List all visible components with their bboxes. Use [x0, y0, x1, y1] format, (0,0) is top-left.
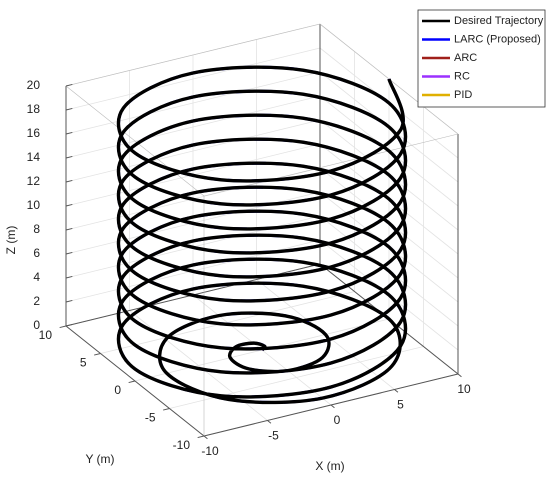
z-tick-label: 6 — [33, 246, 40, 260]
legend-label: LARC (Proposed) — [454, 33, 541, 45]
box-edge — [65, 23, 321, 87]
z-tick-label: 4 — [33, 270, 40, 284]
tick-mark — [65, 227, 73, 231]
x-tick-label: -10 — [201, 444, 219, 458]
tick-mark — [163, 408, 170, 411]
tick-mark — [394, 389, 399, 393]
tick-mark — [65, 299, 73, 303]
y-axis-label: Y (m) — [85, 452, 114, 466]
x-tick-label: 5 — [397, 398, 404, 412]
legend-label: ARC — [454, 52, 477, 64]
tick-mark — [65, 275, 73, 279]
tick-mark — [457, 373, 462, 378]
legend: Desired Trajectory LARC (Proposed) ARC RC PI… — [417, 9, 546, 108]
legend-label: RC — [454, 70, 470, 82]
tick-mark — [330, 404, 335, 409]
legend-label: PID — [454, 89, 472, 101]
z-tick-label: 14 — [27, 150, 41, 164]
z-tick-label: 20 — [27, 78, 41, 92]
box-edge — [319, 23, 459, 135]
tick-mark — [65, 155, 73, 159]
tick-mark — [65, 251, 73, 255]
tick-mark — [65, 131, 73, 135]
tick-mark — [267, 420, 272, 424]
legend-label: Desired Trajectory — [454, 15, 544, 27]
grid-line — [65, 119, 321, 183]
x-tick-label: 0 — [334, 413, 341, 427]
z-tick-label: 12 — [27, 174, 41, 188]
tick-mark — [203, 435, 208, 440]
z-tick-label: 10 — [27, 198, 41, 212]
tick-mark — [59, 325, 67, 329]
tick-mark — [65, 107, 73, 111]
grid-line — [65, 47, 321, 111]
z-tick-label: 0 — [33, 318, 40, 332]
tick-mark — [65, 179, 73, 183]
box-edge — [203, 133, 459, 197]
z-tick-label: 2 — [33, 294, 40, 308]
y-tick-label: 0 — [114, 383, 121, 397]
grid-line — [65, 95, 321, 159]
y-tick-label: -10 — [173, 438, 191, 452]
x-axis-label: X (m) — [315, 459, 344, 473]
trajectory-line — [116, 65, 408, 405]
y-tick-label: -5 — [145, 411, 156, 425]
grid-line — [169, 346, 424, 409]
axis-labels: X (m) Y (m) Z (m) — [4, 226, 344, 474]
tick-mark — [128, 380, 136, 384]
z-axis-label: Z (m) — [4, 226, 18, 255]
y-tick-label: 10 — [39, 328, 53, 342]
grid-line — [100, 291, 355, 354]
box-edge — [65, 85, 205, 197]
y-tick-label: 5 — [80, 356, 87, 370]
z-tick-label: 18 — [27, 102, 41, 116]
tick-mark — [65, 83, 73, 87]
tick-mark — [94, 353, 101, 356]
tick-mark — [197, 435, 205, 439]
z-tick-label: 8 — [33, 222, 40, 236]
z-tick-label: 16 — [27, 126, 41, 140]
tick-mark — [65, 203, 73, 207]
plot-area — [116, 65, 408, 405]
grid-line — [65, 71, 321, 135]
tick-mark — [65, 323, 73, 327]
x-tick-label: -5 — [268, 429, 279, 443]
x-tick-label: 10 — [457, 382, 471, 396]
